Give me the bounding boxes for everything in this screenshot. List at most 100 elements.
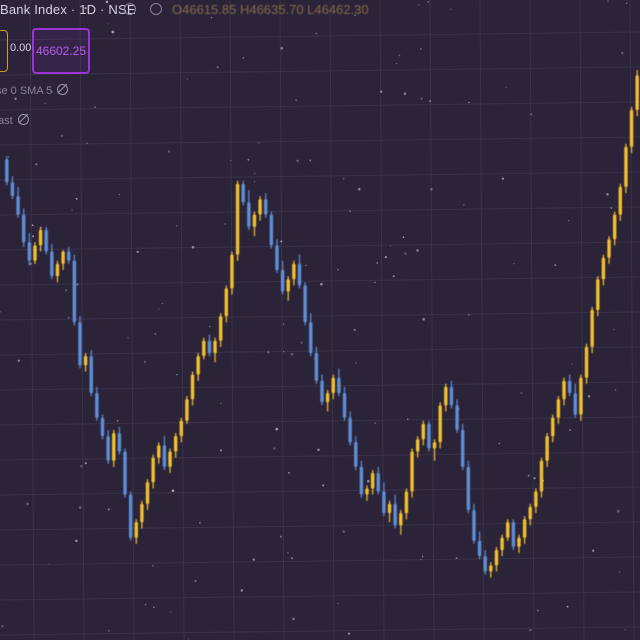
candle-down[interactable]: [472, 503, 476, 544]
candle-up[interactable]: [331, 374, 335, 400]
compare-icon[interactable]: [124, 3, 136, 15]
candle-up[interactable]: [140, 500, 144, 529]
candle-up[interactable]: [404, 488, 409, 520]
candle-down[interactable]: [337, 368, 341, 397]
candle-down[interactable]: [123, 448, 127, 498]
candle-up[interactable]: [399, 510, 403, 535]
candle-up[interactable]: [545, 433, 549, 467]
candle-up[interactable]: [500, 534, 504, 557]
candle-down[interactable]: [10, 176, 15, 198]
candle-up[interactable]: [489, 562, 493, 578]
candle-down[interactable]: [393, 494, 397, 529]
symbol-title[interactable]: Bank Index · 1D · NSE: [0, 2, 136, 17]
candle-up[interactable]: [173, 433, 178, 458]
candle-up[interactable]: [190, 371, 195, 406]
candle-down[interactable]: [207, 334, 212, 357]
candle-up[interactable]: [601, 254, 606, 286]
candle-up[interactable]: [202, 337, 206, 360]
candle-down[interactable]: [264, 193, 268, 218]
candle-down[interactable]: [455, 399, 459, 434]
candle-up[interactable]: [528, 503, 532, 526]
candle-down[interactable]: [247, 190, 251, 230]
candle-up[interactable]: [196, 353, 200, 381]
candle-down[interactable]: [67, 246, 71, 264]
candle-up[interactable]: [551, 414, 555, 443]
candle-down[interactable]: [511, 519, 516, 550]
candle-down[interactable]: [567, 374, 572, 397]
candle-down[interactable]: [320, 374, 324, 406]
candle-up[interactable]: [185, 396, 189, 424]
candle-up[interactable]: [145, 479, 150, 510]
candle-up[interactable]: [494, 546, 499, 572]
eye-off-icon[interactable]: [57, 84, 69, 95]
candle-up[interactable]: [438, 402, 442, 449]
candle-up[interactable]: [33, 242, 37, 264]
candle-down[interactable]: [342, 386, 347, 421]
candle-down[interactable]: [359, 460, 364, 498]
candle-up[interactable]: [61, 250, 65, 270]
candle-up[interactable]: [584, 343, 589, 384]
candle-up[interactable]: [629, 106, 634, 154]
candle-up[interactable]: [624, 143, 628, 194]
candle-up[interactable]: [539, 457, 544, 498]
candle-up[interactable]: [151, 454, 155, 489]
candle-up[interactable]: [230, 251, 234, 295]
candle-down[interactable]: [382, 482, 386, 517]
candle-down[interactable]: [72, 254, 77, 326]
candle-down[interactable]: [89, 350, 93, 397]
candle-up[interactable]: [506, 519, 510, 541]
candle-up[interactable]: [235, 180, 240, 261]
candle-up[interactable]: [219, 313, 223, 347]
candle-up[interactable]: [612, 211, 617, 246]
candle-down[interactable]: [95, 386, 99, 421]
candle-down[interactable]: [100, 414, 105, 440]
candle-down[interactable]: [314, 346, 319, 384]
candle-down[interactable]: [573, 383, 577, 418]
candle-down[interactable]: [22, 208, 26, 247]
candle-down[interactable]: [297, 254, 302, 289]
candle-up[interactable]: [213, 337, 217, 363]
candle-down[interactable]: [477, 531, 482, 560]
candle-down[interactable]: [427, 420, 431, 452]
candle-down[interactable]: [269, 211, 274, 249]
candle-down[interactable]: [128, 491, 133, 541]
candle-up[interactable]: [618, 183, 622, 221]
candle-down[interactable]: [50, 243, 54, 280]
candle-up[interactable]: [168, 448, 172, 474]
candle-down[interactable]: [303, 282, 307, 326]
candle-down[interactable]: [162, 436, 167, 470]
candle-down[interactable]: [106, 430, 110, 464]
candle-down[interactable]: [5, 156, 9, 186]
candle-up[interactable]: [556, 396, 561, 424]
candle-down[interactable]: [117, 426, 122, 455]
eye-off-icon[interactable]: [17, 114, 29, 125]
candle-up[interactable]: [607, 236, 611, 264]
candle-up[interactable]: [410, 448, 414, 498]
candle-down[interactable]: [241, 180, 245, 206]
candle-down[interactable]: [16, 186, 20, 218]
candle-up[interactable]: [365, 485, 369, 501]
candle-up[interactable]: [444, 383, 448, 412]
candle-down[interactable]: [78, 316, 82, 369]
candle-up[interactable]: [292, 260, 296, 286]
candle-up[interactable]: [134, 519, 138, 544]
candle-up[interactable]: [596, 276, 600, 317]
candle-down[interactable]: [44, 226, 48, 255]
candle-up[interactable]: [224, 285, 229, 323]
indicator-row-ast[interactable]: ast: [0, 114, 29, 127]
candle-up[interactable]: [635, 70, 639, 117]
candle-up[interactable]: [179, 417, 183, 443]
candle-up[interactable]: [387, 500, 392, 523]
candle-down[interactable]: [275, 239, 279, 274]
candle-down[interactable]: [309, 313, 313, 357]
candle-up[interactable]: [590, 306, 594, 354]
candle-up[interactable]: [258, 196, 262, 221]
candle-up[interactable]: [157, 442, 161, 464]
candle-down[interactable]: [483, 550, 487, 575]
candle-up[interactable]: [112, 430, 116, 467]
candle-down[interactable]: [348, 411, 352, 446]
candle-up[interactable]: [55, 260, 60, 283]
candle-down[interactable]: [280, 260, 285, 295]
candle-up[interactable]: [415, 436, 420, 458]
